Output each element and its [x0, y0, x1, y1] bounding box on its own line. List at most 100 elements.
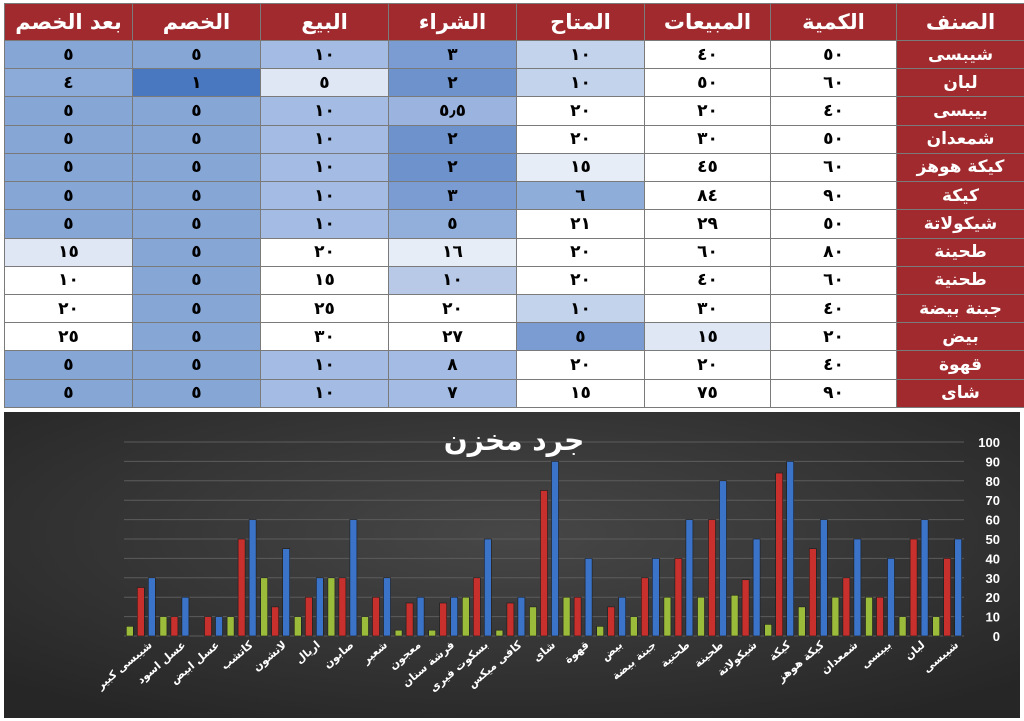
- chart-bars: [126, 461, 963, 637]
- value-cell: ١٠: [260, 378, 389, 409]
- bar: [943, 558, 952, 637]
- y-tick-label: 50: [986, 532, 1000, 547]
- value-cell: ٢٠: [4, 293, 133, 324]
- value-cell: ١٠: [260, 209, 389, 239]
- column-header: الكمية: [770, 3, 897, 41]
- value-cell: ٤: [4, 68, 133, 98]
- table-row: شيكولاتة ٥٠ ٢٩ ٢١ ٥ ١٠ ٥ ٥: [4, 209, 1024, 239]
- value-cell: ٣: [388, 181, 517, 211]
- bar: [472, 577, 481, 637]
- bar: [551, 461, 559, 637]
- item-name-cell: قهوة: [896, 350, 1024, 380]
- bar: [439, 602, 448, 637]
- bar: [741, 579, 750, 637]
- bar: [204, 616, 212, 637]
- value-cell: ١٦: [388, 237, 517, 267]
- value-cell: ٥: [132, 265, 261, 295]
- value-cell: ٣٠: [644, 124, 771, 154]
- bar: [450, 596, 459, 637]
- bar: [137, 587, 145, 637]
- value-cell: ٥: [4, 181, 133, 211]
- bar: [808, 548, 817, 637]
- bar: [584, 558, 593, 637]
- value-cell: ٢: [388, 68, 517, 98]
- value-cell: ٢٥: [260, 293, 389, 324]
- value-cell: ١٠: [260, 96, 389, 126]
- value-cell: ٤٠: [644, 39, 771, 70]
- y-tick-label: 70: [986, 493, 1000, 508]
- bar: [764, 624, 773, 637]
- bar: [338, 577, 347, 637]
- bar: [618, 596, 627, 637]
- item-name-cell: بيض: [896, 322, 1024, 352]
- value-cell: ٦٠: [770, 68, 897, 98]
- value-cell: ٦٠: [770, 152, 897, 183]
- inventory-chart: 0 10 20 30 40 50 60 70 80 90 100 شيبسى لبان بيبسى شمع…: [4, 412, 1020, 718]
- bar: [629, 616, 638, 637]
- bar: [932, 616, 941, 637]
- value-cell: ١٠: [4, 265, 133, 295]
- value-cell: ١٠: [260, 181, 389, 211]
- value-cell: ٤٠: [770, 96, 897, 126]
- value-cell: ٢٠: [388, 293, 517, 324]
- bar: [304, 596, 313, 637]
- value-cell: ٢٠: [516, 237, 645, 267]
- value-cell: ٥: [4, 378, 133, 409]
- value-cell: ١٠: [516, 293, 645, 324]
- value-cell: ٤٠: [644, 265, 771, 295]
- value-cell: ٩٠: [770, 181, 897, 211]
- y-tick-label: 100: [978, 435, 1000, 450]
- value-cell: ١٠: [516, 68, 645, 98]
- y-tick-label: 40: [986, 551, 1000, 566]
- value-cell: ٥: [4, 124, 133, 154]
- table-row: بيبسى ٤٠ ٢٠ ٢٠ ٥٫٥ ١٠ ٥ ٥: [4, 96, 1024, 126]
- value-cell: ٥٠: [770, 124, 897, 154]
- value-cell: ٤٥: [644, 152, 771, 183]
- bar: [920, 519, 929, 637]
- bar: [215, 616, 223, 637]
- bar: [887, 558, 895, 637]
- table-row: بيض ٢٠ ١٥ ٥ ٢٧ ٣٠ ٥ ٢٥: [4, 322, 1024, 352]
- value-cell: ١٠: [260, 350, 389, 380]
- value-cell: ٧: [388, 378, 517, 409]
- bar: [775, 472, 784, 637]
- item-name-cell: شاى: [896, 378, 1024, 409]
- value-cell: ٥٠: [644, 68, 771, 98]
- item-name-cell: طحينة: [896, 237, 1024, 267]
- bar: [349, 519, 358, 637]
- bar: [405, 602, 414, 637]
- y-tick-label: 90: [986, 454, 1000, 469]
- bar: [159, 616, 168, 637]
- y-axis: 0 10 20 30 40 50 60 70 80 90 100: [978, 435, 1000, 644]
- bar: [909, 538, 918, 637]
- item-name-cell: كيكة هوهز: [896, 152, 1024, 183]
- inventory-table: الصنف الكمية المبيعات المتاح الشراء البيع الخص…: [4, 3, 1024, 409]
- value-cell: ٢٠: [516, 124, 645, 154]
- value-cell: ٢٠: [516, 96, 645, 126]
- value-cell: ١٠: [260, 39, 389, 70]
- table-row: شيبسى ٥٠ ٤٠ ١٠ ٣ ١٠ ٥ ٥: [4, 39, 1024, 70]
- bar: [842, 577, 851, 637]
- value-cell: ٥: [132, 350, 261, 380]
- item-name-cell: شمعدان: [896, 124, 1024, 154]
- bar: [226, 616, 235, 637]
- value-cell: ٥٫٥: [388, 96, 517, 126]
- value-cell: ١٥: [644, 322, 771, 352]
- value-cell: ٢٠: [516, 350, 645, 380]
- bar: [853, 538, 862, 637]
- value-cell: ٥: [132, 237, 261, 267]
- value-cell: ٢٧: [388, 322, 517, 352]
- value-cell: ٥: [4, 152, 133, 183]
- value-cell: ٥٠: [770, 209, 897, 239]
- value-cell: ٥: [132, 96, 261, 126]
- bar: [876, 596, 884, 637]
- bar: [517, 596, 526, 637]
- value-cell: ٥: [516, 322, 645, 352]
- bar: [663, 596, 672, 637]
- value-cell: ٥: [388, 209, 517, 239]
- value-cell: ٥: [132, 152, 261, 183]
- value-cell: ٥: [4, 350, 133, 380]
- table-row: كيكة ٩٠ ٨٤ ٦ ٣ ١٠ ٥ ٥: [4, 181, 1024, 211]
- y-tick-label: 30: [986, 571, 1000, 586]
- value-cell: ١: [132, 68, 261, 98]
